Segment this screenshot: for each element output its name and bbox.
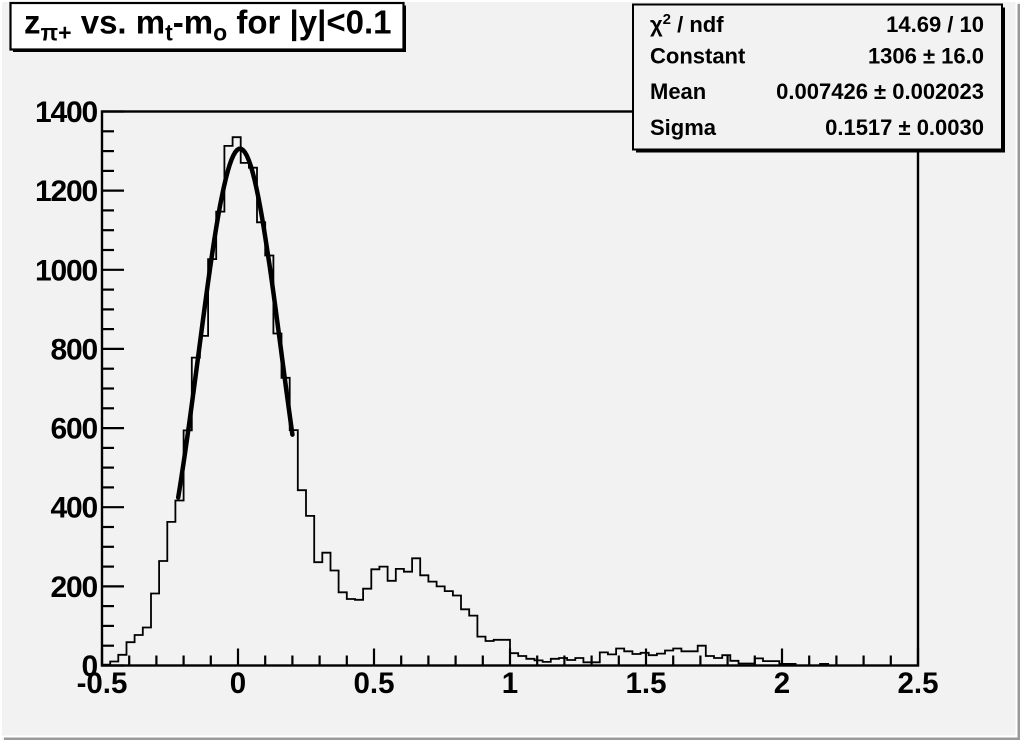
svg-text:χ2 / ndf: χ2 / ndf — [650, 11, 724, 37]
svg-text:0: 0 — [82, 650, 98, 683]
svg-text:1.5: 1.5 — [625, 667, 666, 700]
svg-text:0: 0 — [230, 667, 246, 700]
svg-text:800: 800 — [51, 333, 98, 366]
svg-text:1200: 1200 — [35, 175, 97, 208]
svg-text:2: 2 — [774, 667, 790, 700]
svg-text:Sigma: Sigma — [650, 115, 717, 140]
svg-text:1000: 1000 — [35, 254, 97, 287]
svg-text:400: 400 — [51, 492, 98, 525]
svg-text:200: 200 — [51, 571, 98, 604]
svg-text:-0.5: -0.5 — [77, 667, 128, 700]
svg-text:0.5: 0.5 — [353, 667, 394, 700]
svg-text:2.5: 2.5 — [897, 667, 938, 700]
svg-text:1400: 1400 — [35, 96, 97, 129]
svg-text:Mean: Mean — [650, 79, 706, 104]
svg-text:1306 ± 16.0: 1306 ± 16.0 — [868, 44, 984, 69]
svg-text:14.69 / 10: 14.69 / 10 — [886, 12, 984, 37]
svg-text:0.007426 ± 0.002023: 0.007426 ± 0.002023 — [776, 79, 984, 104]
svg-text:1: 1 — [502, 667, 518, 700]
svg-text:zπ+ vs. mt-mo for |y|<0.1: zπ+ vs. mt-mo for |y|<0.1 — [24, 4, 391, 46]
svg-text:600: 600 — [51, 413, 98, 446]
svg-text:Constant: Constant — [650, 44, 746, 69]
svg-text:0.1517 ± 0.0030: 0.1517 ± 0.0030 — [825, 115, 984, 140]
